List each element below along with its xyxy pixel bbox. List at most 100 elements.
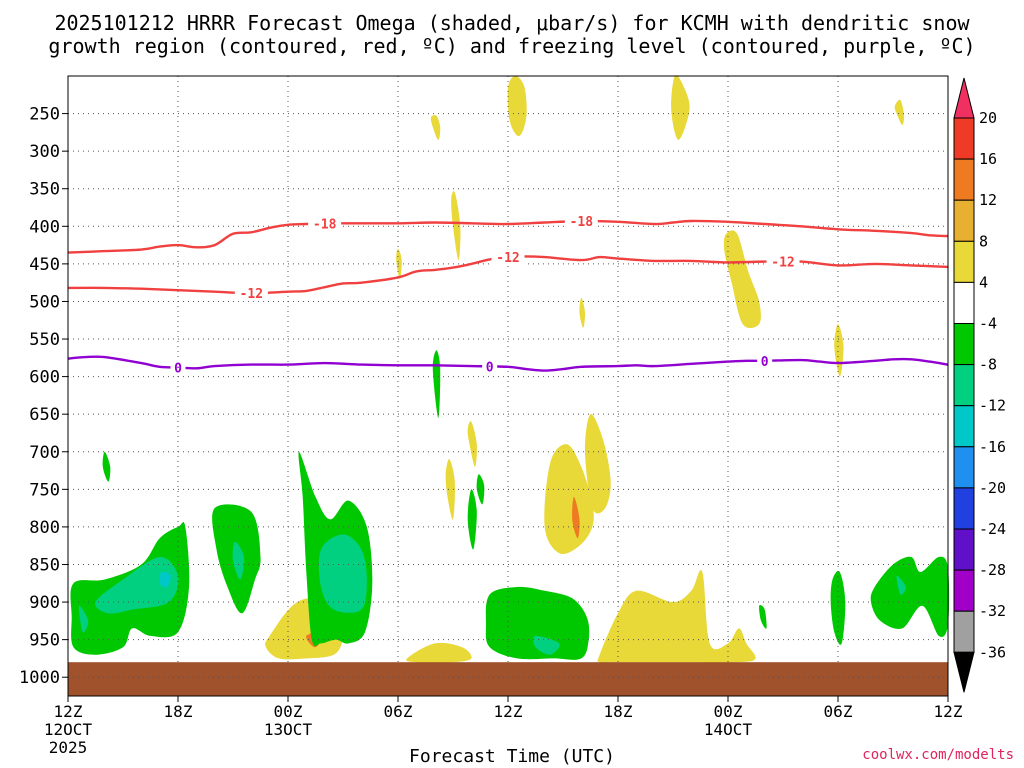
omega-neg-r — [159, 571, 171, 588]
omega-pos-low-a — [467, 421, 477, 467]
omega-neg-i — [759, 605, 767, 629]
colorbar-label: -36 — [979, 643, 1006, 661]
t-12-label: -12 — [496, 251, 519, 266]
x-year-label: 2025 — [49, 738, 88, 757]
y-tick-label: 1000 — [19, 668, 60, 688]
colorbar-label: 12 — [979, 191, 997, 209]
colorbar-segment — [953, 487, 975, 530]
x-tick-label: 06Z — [384, 702, 413, 721]
x-date-label: 12OCT — [44, 720, 93, 739]
x-date-label: 13OCT — [264, 720, 313, 739]
temperature-contours: -18 -18 -12 -12 -12 0 0 0 — [67, 213, 949, 377]
omega-shading-layer — [68, 75, 950, 696]
x-tick-label: 12Z — [494, 702, 523, 721]
y-tick-label: 950 — [29, 631, 60, 651]
colorbar: 20 16 12 8 4 -4 -8 -12 -16 -20 -24 -28 -32 -36 — [953, 77, 1006, 693]
colorbar-label: -16 — [979, 438, 1006, 456]
x-tick-label: 00Z — [274, 702, 303, 721]
colorbar-segment — [953, 405, 975, 448]
omega-neg-m — [232, 541, 245, 580]
gridlines — [67, 76, 949, 678]
colorbar-segment — [953, 117, 975, 160]
y-tick-label: 600 — [29, 368, 60, 388]
colorbar-segment — [953, 199, 975, 242]
omega-neg-h — [485, 586, 590, 660]
omega-neg-q — [896, 575, 906, 595]
y-tick-label: 500 — [29, 292, 60, 312]
x-axis-label: Forecast Time (UTC) — [409, 746, 615, 767]
colorbar-segment — [953, 240, 975, 283]
y-tick-label: 450 — [29, 255, 60, 275]
colorbar-label: 20 — [979, 109, 997, 127]
x-tick-label: 12Z — [934, 702, 963, 721]
omega-neg-n — [318, 534, 367, 613]
t0-line — [67, 355, 949, 372]
omega-pos-mid-b — [723, 230, 761, 329]
omega-neg-p — [533, 635, 560, 655]
omega-pos-upper-a — [507, 76, 527, 137]
t0-label: 0 — [486, 360, 494, 375]
t-18-label: -18 — [570, 215, 594, 230]
omega-neg-k — [870, 556, 950, 638]
t-18-line — [67, 219, 949, 254]
y-tick-label: 550 — [29, 330, 60, 350]
x-tick-label: 18Z — [604, 702, 633, 721]
y-tick-label: 650 — [29, 405, 60, 425]
y-tick-label: 750 — [29, 480, 60, 500]
x-tick-label: 12Z — [54, 702, 83, 721]
omega-pos-sfc-c — [597, 569, 756, 663]
omega-neg-f — [467, 489, 477, 550]
credit-link[interactable]: coolwx.com/modelts — [862, 747, 1014, 763]
colorbar-label: -8 — [979, 356, 997, 374]
t-18-label-bg — [308, 215, 342, 232]
colorbar-label: 8 — [979, 232, 988, 250]
t0-label: 0 — [174, 362, 182, 377]
t0-label: 0 — [761, 355, 769, 370]
omega-pos-low-d — [445, 459, 455, 520]
y-tick-label: 700 — [29, 443, 60, 463]
x-tick-label: 06Z — [824, 702, 853, 721]
colorbar-label: -32 — [979, 602, 1006, 620]
t-12-label-bg — [491, 249, 525, 266]
colorbar-segment — [953, 323, 975, 366]
omega-pos-pt-b — [579, 297, 586, 328]
y-tick-label: 800 — [29, 518, 60, 538]
t0-label-bg — [757, 352, 773, 369]
colorbar-label: 16 — [979, 150, 997, 168]
colorbar-segment — [953, 158, 975, 201]
colorbar-top-arrow — [953, 77, 975, 119]
omega-neg-j — [830, 570, 846, 645]
t-18-label-bg — [564, 213, 598, 230]
y-tick-label: 900 — [29, 593, 60, 613]
colorbar-segment — [953, 446, 975, 489]
omega-pos-upper-c — [430, 115, 441, 140]
colorbar-label: -28 — [979, 561, 1006, 579]
omega-pos-sfc-b — [406, 642, 472, 663]
colorbar-label: -24 — [979, 520, 1006, 538]
y-tick-label: 350 — [29, 180, 60, 200]
omega-neg-a — [102, 451, 111, 482]
y-tick-label: 400 — [29, 217, 60, 237]
omega-pos-mid-a — [451, 191, 461, 261]
colorbar-bottom-arrow — [953, 651, 975, 693]
omega-neg-o — [78, 605, 89, 633]
omega-pos-upper-b — [671, 75, 690, 140]
y-tick-label: 250 — [29, 105, 60, 125]
colorbar-label: -4 — [979, 315, 997, 333]
colorbar-label: -20 — [979, 479, 1006, 497]
colorbar-segment — [953, 610, 975, 653]
omega-pos-upper-d — [894, 99, 905, 125]
t-12-label: -12 — [771, 256, 794, 271]
y-tick-label: 300 — [29, 142, 60, 162]
colorbar-label: -12 — [979, 397, 1006, 415]
chart-title-line1: 2025101212 HRRR Forecast Omega (shaded, … — [54, 11, 970, 35]
chart-title-line2: growth region (contoured, red, ºC) and f… — [48, 34, 976, 58]
omega-neg-g — [476, 474, 485, 505]
x-tick-label: 00Z — [714, 702, 743, 721]
omega-pos-low-c — [544, 444, 594, 555]
t0-label-bg — [482, 358, 498, 375]
colorbar-segment — [953, 364, 975, 407]
x-date-label: 14OCT — [704, 720, 753, 739]
